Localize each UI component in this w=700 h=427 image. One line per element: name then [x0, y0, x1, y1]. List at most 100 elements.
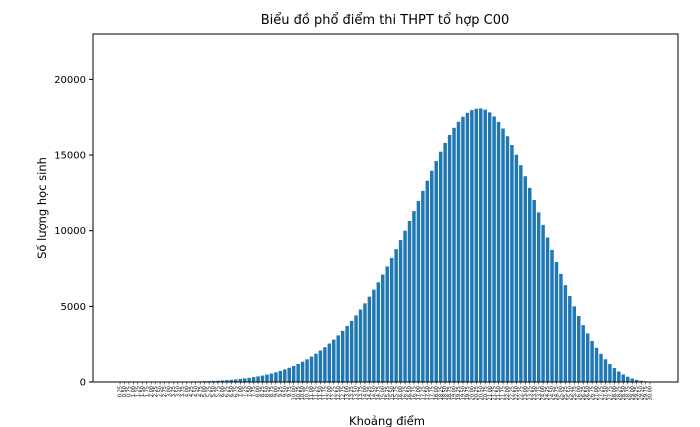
- x-tick-label: 19.25: [456, 386, 462, 400]
- x-tick-label: 28.50: [621, 386, 627, 400]
- x-tick-label: 26.00: [576, 386, 582, 400]
- bar: [381, 274, 385, 382]
- bar: [568, 296, 572, 382]
- x-tick-label: 15.00: [380, 386, 386, 400]
- x-tick-label: 17.25: [420, 386, 426, 400]
- y-axis: 0 5000 10000 15000 20000: [54, 75, 93, 389]
- y-tick-label: 10000: [54, 226, 86, 237]
- x-tick-label: 14.25: [367, 386, 373, 400]
- bar: [519, 165, 523, 382]
- bar: [225, 380, 229, 382]
- x-tick-label: 5.00: [202, 386, 208, 397]
- bar: [532, 199, 536, 382]
- bar: [630, 378, 634, 382]
- x-tick-label: 23.50: [532, 386, 538, 400]
- x-tick-label: 10.25: [296, 386, 302, 400]
- bar: [541, 224, 545, 382]
- x-tick-label: 26.75: [590, 386, 596, 400]
- bar: [363, 303, 367, 382]
- x-tick-label: 0.75: [127, 386, 133, 397]
- x-tick-label: 24.25: [545, 386, 551, 400]
- x-tick-label: 17.50: [425, 386, 431, 400]
- bar: [545, 237, 550, 382]
- bar: [421, 190, 425, 382]
- x-tick-label: 8.75: [269, 386, 275, 397]
- x-tick-label: 11.00: [309, 386, 315, 400]
- bar: [229, 379, 234, 382]
- x-tick-label: 11.25: [314, 386, 320, 400]
- bar: [617, 371, 621, 382]
- bar: [572, 306, 577, 382]
- x-tick-label: 19.75: [465, 386, 471, 400]
- bar: [327, 343, 332, 382]
- x-tick-label: 20.50: [478, 386, 484, 400]
- x-tick-label: 24.00: [541, 386, 547, 400]
- x-tick-label: 1.50: [140, 386, 146, 397]
- x-tick-label: 22.00: [505, 386, 511, 400]
- x-tick-label: 12.75: [340, 386, 346, 400]
- x-tick-label: 24.75: [554, 386, 560, 400]
- bar: [336, 335, 340, 382]
- bar: [425, 180, 430, 382]
- bar: [398, 240, 403, 382]
- x-tick-label: 22.75: [518, 386, 524, 400]
- x-tick-label: 26.25: [581, 386, 587, 400]
- x-tick-label: 6.25: [224, 386, 230, 397]
- bar: [447, 134, 452, 382]
- x-tick-label: 5.50: [211, 386, 217, 397]
- x-tick-label: 12.25: [331, 386, 337, 400]
- bar: [639, 380, 643, 382]
- x-tick-label: 8.25: [260, 386, 266, 397]
- x-tick-label: 18.25: [438, 386, 444, 400]
- x-tick-label: 2.75: [162, 386, 168, 397]
- x-tick-label: 10.00: [291, 386, 297, 400]
- x-tick-label: 16.00: [398, 386, 404, 400]
- x-tick-label: 26.50: [585, 386, 591, 400]
- bar: [514, 154, 519, 382]
- x-tick-label: 14.50: [371, 386, 377, 400]
- x-tick-label: 0.25: [118, 386, 124, 397]
- x-tick-label: 9.25: [278, 386, 284, 397]
- bars: [118, 108, 652, 383]
- x-tick-label: 29.25: [634, 386, 640, 400]
- bar: [479, 108, 483, 382]
- x-tick-label: 1.25: [135, 386, 141, 397]
- x-tick-label: 3.00: [167, 386, 173, 397]
- x-tick-label: 20.25: [474, 386, 480, 400]
- x-tick-label: 25.25: [563, 386, 569, 400]
- bar: [577, 316, 581, 382]
- bar: [434, 161, 438, 382]
- x-tick-label: 12.50: [336, 386, 342, 400]
- x-tick-label: 1.75: [144, 386, 150, 397]
- bar: [385, 266, 389, 382]
- x-tick-label: 7.25: [242, 386, 248, 397]
- x-tick-label: 3.50: [175, 386, 181, 397]
- bar: [523, 176, 528, 382]
- x-tick-label: 11.50: [318, 386, 324, 400]
- x-tick-label: 0.50: [122, 386, 128, 397]
- x-tick-label: 27.00: [594, 386, 600, 400]
- x-tick-label: 6.50: [229, 386, 235, 397]
- bar: [323, 347, 327, 382]
- x-tick-label: 24.50: [550, 386, 556, 400]
- bar: [403, 230, 407, 382]
- bar: [394, 249, 398, 382]
- x-tick-label: 12.00: [327, 386, 333, 400]
- x-tick-label: 18.00: [434, 386, 440, 400]
- x-tick-label: 27.75: [608, 386, 614, 400]
- bar: [287, 367, 291, 382]
- bar: [465, 112, 470, 382]
- x-tick-label: 15.25: [385, 386, 391, 400]
- x-tick-label: 27.25: [599, 386, 605, 400]
- bar: [367, 296, 372, 382]
- bar: [559, 273, 563, 382]
- x-tick-label: 7.75: [251, 386, 257, 397]
- bar: [332, 339, 336, 382]
- x-tick-label: 8.50: [265, 386, 271, 397]
- bar: [563, 285, 568, 382]
- bar: [590, 341, 594, 382]
- x-tick-label: 13.75: [358, 386, 364, 400]
- x-tick-label: 1.00: [131, 386, 137, 397]
- x-tick-label: 22.25: [510, 386, 516, 400]
- x-tick-label: 2.00: [149, 386, 155, 397]
